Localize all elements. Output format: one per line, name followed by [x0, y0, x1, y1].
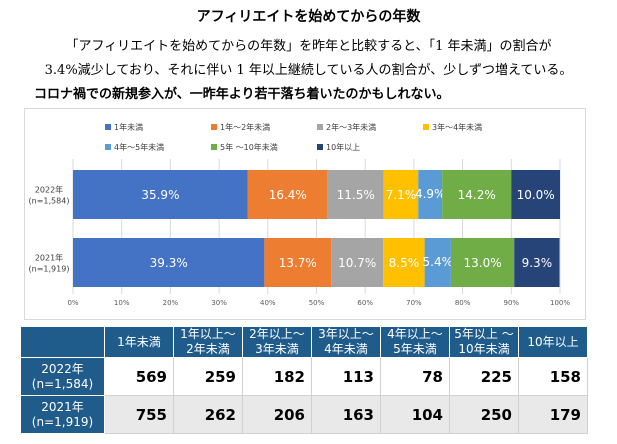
- x-tick-label: 0%: [67, 299, 78, 307]
- table-cell: 163: [311, 395, 381, 434]
- x-tick-label: 30%: [211, 299, 227, 307]
- x-tick-label: 50%: [309, 299, 325, 307]
- legend-item: 1年未満: [114, 122, 143, 132]
- row-header: 2021年 (n=1,919): [20, 395, 105, 434]
- x-tick-label: 80%: [455, 299, 471, 307]
- bar-segment: [424, 238, 451, 287]
- legend-item: 3年～4年未満: [432, 122, 482, 132]
- table-cell: 250: [449, 395, 519, 434]
- data-label: 7.1%: [386, 188, 417, 202]
- bar-segment: [383, 238, 425, 287]
- category-label: (n=1,584): [29, 197, 70, 206]
- legend-swatch: [211, 144, 217, 150]
- bar-segment: [327, 170, 384, 219]
- x-tick-label: 40%: [260, 299, 276, 307]
- column-header: 4年以上～ 5年未満: [380, 326, 450, 358]
- data-label: 10.0%: [517, 188, 555, 202]
- legend-item: 2年～3年未満: [326, 122, 376, 132]
- data-label: 11.5%: [337, 188, 375, 202]
- table-corner-cell: [20, 326, 105, 358]
- table-header-row: 1年未満 1年以上～ 2年未満 2年以上～ 3年未満 3年以上～ 4年未満 4年以上～…: [20, 326, 588, 358]
- table-cell: 104: [380, 395, 450, 434]
- table-cell: 78: [380, 357, 450, 396]
- column-header: 1年未満: [104, 326, 174, 358]
- data-label: 14.2%: [458, 188, 496, 202]
- column-header: 10年以上: [518, 326, 588, 358]
- column-header: 5年以上 ～ 10年未満: [449, 326, 519, 358]
- table-cell: 569: [104, 357, 174, 396]
- chart-canvas: 0% 10% 20% 30% 40% 50% 60% 70% 80% 90% 100% 1年未満 1年～…: [29, 122, 571, 307]
- data-label: 13.7%: [279, 256, 317, 270]
- table-row: 2022年 (n=1,584) 569 259 182 113 78 225 15…: [20, 357, 588, 396]
- legend-item: 10年以上: [326, 142, 360, 152]
- bar-segment: [73, 238, 265, 287]
- legend-swatch: [105, 124, 111, 130]
- legend-swatch: [423, 124, 429, 130]
- page-title: アフィリエイトを始めてからの年数: [196, 9, 421, 25]
- x-tick-label: 60%: [357, 299, 373, 307]
- x-tick-label: 100%: [550, 299, 570, 307]
- bar-segment: [73, 170, 248, 219]
- stacked-bar-chart: 0% 10% 20% 30% 40% 50% 60% 70% 80% 90% 100% 1年未満 1年～…: [24, 108, 586, 320]
- table-row: 2021年 (n=1,919) 755 262 206 163 104 250 1…: [20, 395, 588, 434]
- x-tick-label: 70%: [406, 299, 422, 307]
- legend-swatch: [317, 144, 323, 150]
- table-cell: 259: [173, 357, 243, 396]
- column-header: 1年以上～ 2年未満: [173, 326, 243, 358]
- table-cell: 182: [242, 357, 312, 396]
- table-cell: 262: [173, 395, 243, 434]
- data-label: 16.4%: [269, 188, 307, 202]
- column-header: 3年以上～ 4年未満: [311, 326, 381, 358]
- bar-segment: [511, 170, 560, 219]
- legend-item: 4年～5年未満: [114, 142, 164, 152]
- count-table: 1年未満 1年以上～ 2年未満 2年以上～ 3年未満 3年以上～ 4年未満 4年以上～…: [20, 326, 588, 434]
- legend-swatch: [105, 144, 111, 150]
- category-label: 2021年: [35, 253, 63, 263]
- table-cell: 755: [104, 395, 174, 434]
- data-label: 39.3%: [150, 256, 188, 270]
- legend-swatch: [317, 124, 323, 130]
- summary-line-1: 「アフィリエイトを始めてからの年数」を昨年と比較すると、「1 年未満」の割合が: [65, 39, 552, 54]
- legend-item: 1年～2年未満: [220, 122, 270, 132]
- table-cell: 113: [311, 357, 381, 396]
- bar-segment: [442, 170, 512, 219]
- column-header: 2年以上～ 3年未満: [242, 326, 312, 358]
- data-label: 35.9%: [141, 188, 179, 202]
- table-cell: 225: [449, 357, 519, 396]
- summary-line-3: コロナ禍での新規参入が、一昨年より若干落ち着いたのかもしれない。: [34, 87, 450, 102]
- bar-segment: [514, 238, 560, 287]
- x-tick-label: 20%: [163, 299, 179, 307]
- table-cell: 179: [518, 395, 588, 434]
- bar-segment: [418, 170, 443, 219]
- data-label: 4.9%: [415, 187, 446, 201]
- legend-item: 5年 ～10年未満: [220, 142, 278, 152]
- data-label: 9.3%: [522, 256, 553, 270]
- bar-segment: [264, 238, 332, 287]
- table-cell: 206: [242, 395, 312, 434]
- data-label: 5.4%: [423, 255, 454, 269]
- summary-line-2: 3.4%減少しており、それに伴い 1 年以上継続している人の割合が、少しずつ増え…: [44, 63, 573, 78]
- row-header: 2022年 (n=1,584): [20, 357, 105, 396]
- bar-segment: [383, 170, 419, 219]
- category-label: (n=1,919): [29, 265, 70, 274]
- data-label: 13.0%: [464, 256, 502, 270]
- legend-swatch: [211, 124, 217, 130]
- data-label: 8.5%: [389, 256, 420, 270]
- x-tick-label: 10%: [114, 299, 130, 307]
- bar-segment: [450, 238, 515, 287]
- data-label: 10.7%: [338, 256, 376, 270]
- bar-segment: [247, 170, 328, 219]
- bar-segment: [331, 238, 384, 287]
- table-cell: 158: [518, 357, 588, 396]
- x-tick-label: 90%: [504, 299, 520, 307]
- category-label: 2022年: [35, 185, 63, 195]
